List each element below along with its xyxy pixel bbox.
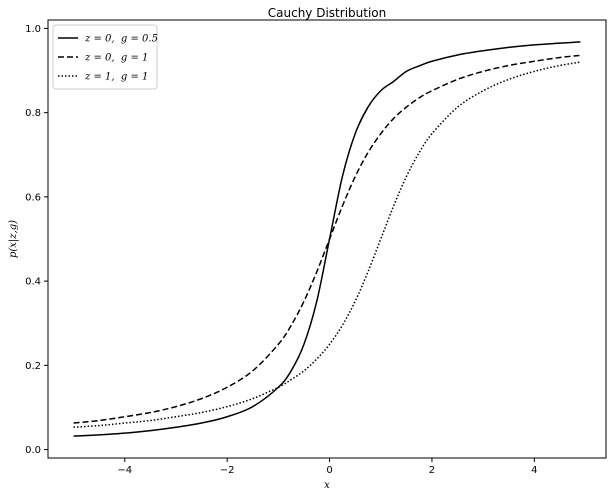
series-lines bbox=[73, 41, 581, 437]
x-tick-label: 2 bbox=[429, 465, 435, 476]
y-tick-label: 0.0 bbox=[25, 445, 41, 456]
legend-label-3: z = 1, g = 1 bbox=[84, 72, 148, 83]
legend-label-1: z = 0, g = 0.5 bbox=[84, 34, 158, 45]
y-tick-label: 1.0 bbox=[25, 24, 41, 35]
x-axis-label: x bbox=[324, 480, 330, 491]
series-line-3 bbox=[73, 61, 581, 429]
x-tick-label: 4 bbox=[531, 465, 537, 476]
legend-label-2: z = 0, g = 1 bbox=[84, 53, 148, 64]
y-tick-label: 0.6 bbox=[25, 192, 41, 203]
y-tick-label: 0.4 bbox=[25, 277, 41, 288]
plot-area bbox=[47, 19, 607, 459]
y-tick-label: 0.2 bbox=[25, 361, 41, 372]
x-tick-label: −4 bbox=[117, 465, 132, 476]
y-axis-label: p(x|z,g) bbox=[8, 220, 19, 258]
x-tick-label: 0 bbox=[326, 465, 332, 476]
axis-ticks: −4 −2 0 2 4 0.0 0.2 0.4 0.6 0.8 1.0 bbox=[25, 24, 537, 476]
chart-title: Cauchy Distribution bbox=[268, 6, 386, 20]
series-line-2 bbox=[73, 54, 581, 424]
series-line-1 bbox=[73, 41, 581, 437]
legend: z = 0, g = 0.5 z = 0, g = 1 z = 1, g = 1 bbox=[52, 24, 158, 90]
legend-box bbox=[52, 24, 158, 90]
x-tick-label: −2 bbox=[220, 465, 235, 476]
y-tick-label: 0.8 bbox=[25, 108, 41, 119]
